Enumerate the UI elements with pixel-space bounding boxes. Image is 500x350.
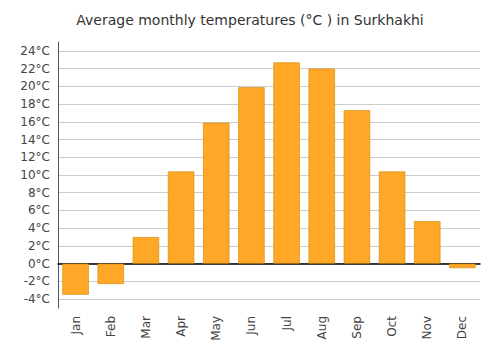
svg-text:Jul: Jul xyxy=(280,316,294,331)
svg-text:18°C: 18°C xyxy=(20,97,50,111)
svg-text:6°C: 6°C xyxy=(28,203,50,217)
svg-text:Jun: Jun xyxy=(244,316,258,336)
svg-text:0°C: 0°C xyxy=(28,257,50,271)
svg-text:Aug: Aug xyxy=(315,316,329,339)
svg-text:May: May xyxy=(209,316,223,341)
svg-text:Nov: Nov xyxy=(420,316,434,339)
svg-text:14°C: 14°C xyxy=(20,133,50,147)
svg-text:16°C: 16°C xyxy=(20,115,50,129)
svg-text:Dec: Dec xyxy=(455,316,469,339)
svg-text:2°C: 2°C xyxy=(28,239,50,253)
svg-text:Mar: Mar xyxy=(139,316,153,339)
svg-text:Average monthly temperatures (: Average monthly temperatures (°C ) in Su… xyxy=(76,12,424,28)
svg-text:Sep: Sep xyxy=(350,316,364,339)
svg-text:Apr: Apr xyxy=(174,316,188,337)
svg-text:22°C: 22°C xyxy=(20,62,50,76)
svg-text:-4°C: -4°C xyxy=(24,292,50,306)
svg-text:Jan: Jan xyxy=(69,316,83,336)
svg-text:10°C: 10°C xyxy=(20,168,50,182)
svg-text:24°C: 24°C xyxy=(20,44,50,58)
svg-text:12°C: 12°C xyxy=(20,150,50,164)
svg-text:8°C: 8°C xyxy=(28,186,50,200)
svg-text:20°C: 20°C xyxy=(20,79,50,93)
svg-text:-2°C: -2°C xyxy=(24,274,50,288)
svg-text:Feb: Feb xyxy=(104,316,118,337)
svg-text:Oct: Oct xyxy=(385,316,399,337)
svg-text:4°C: 4°C xyxy=(28,221,50,235)
